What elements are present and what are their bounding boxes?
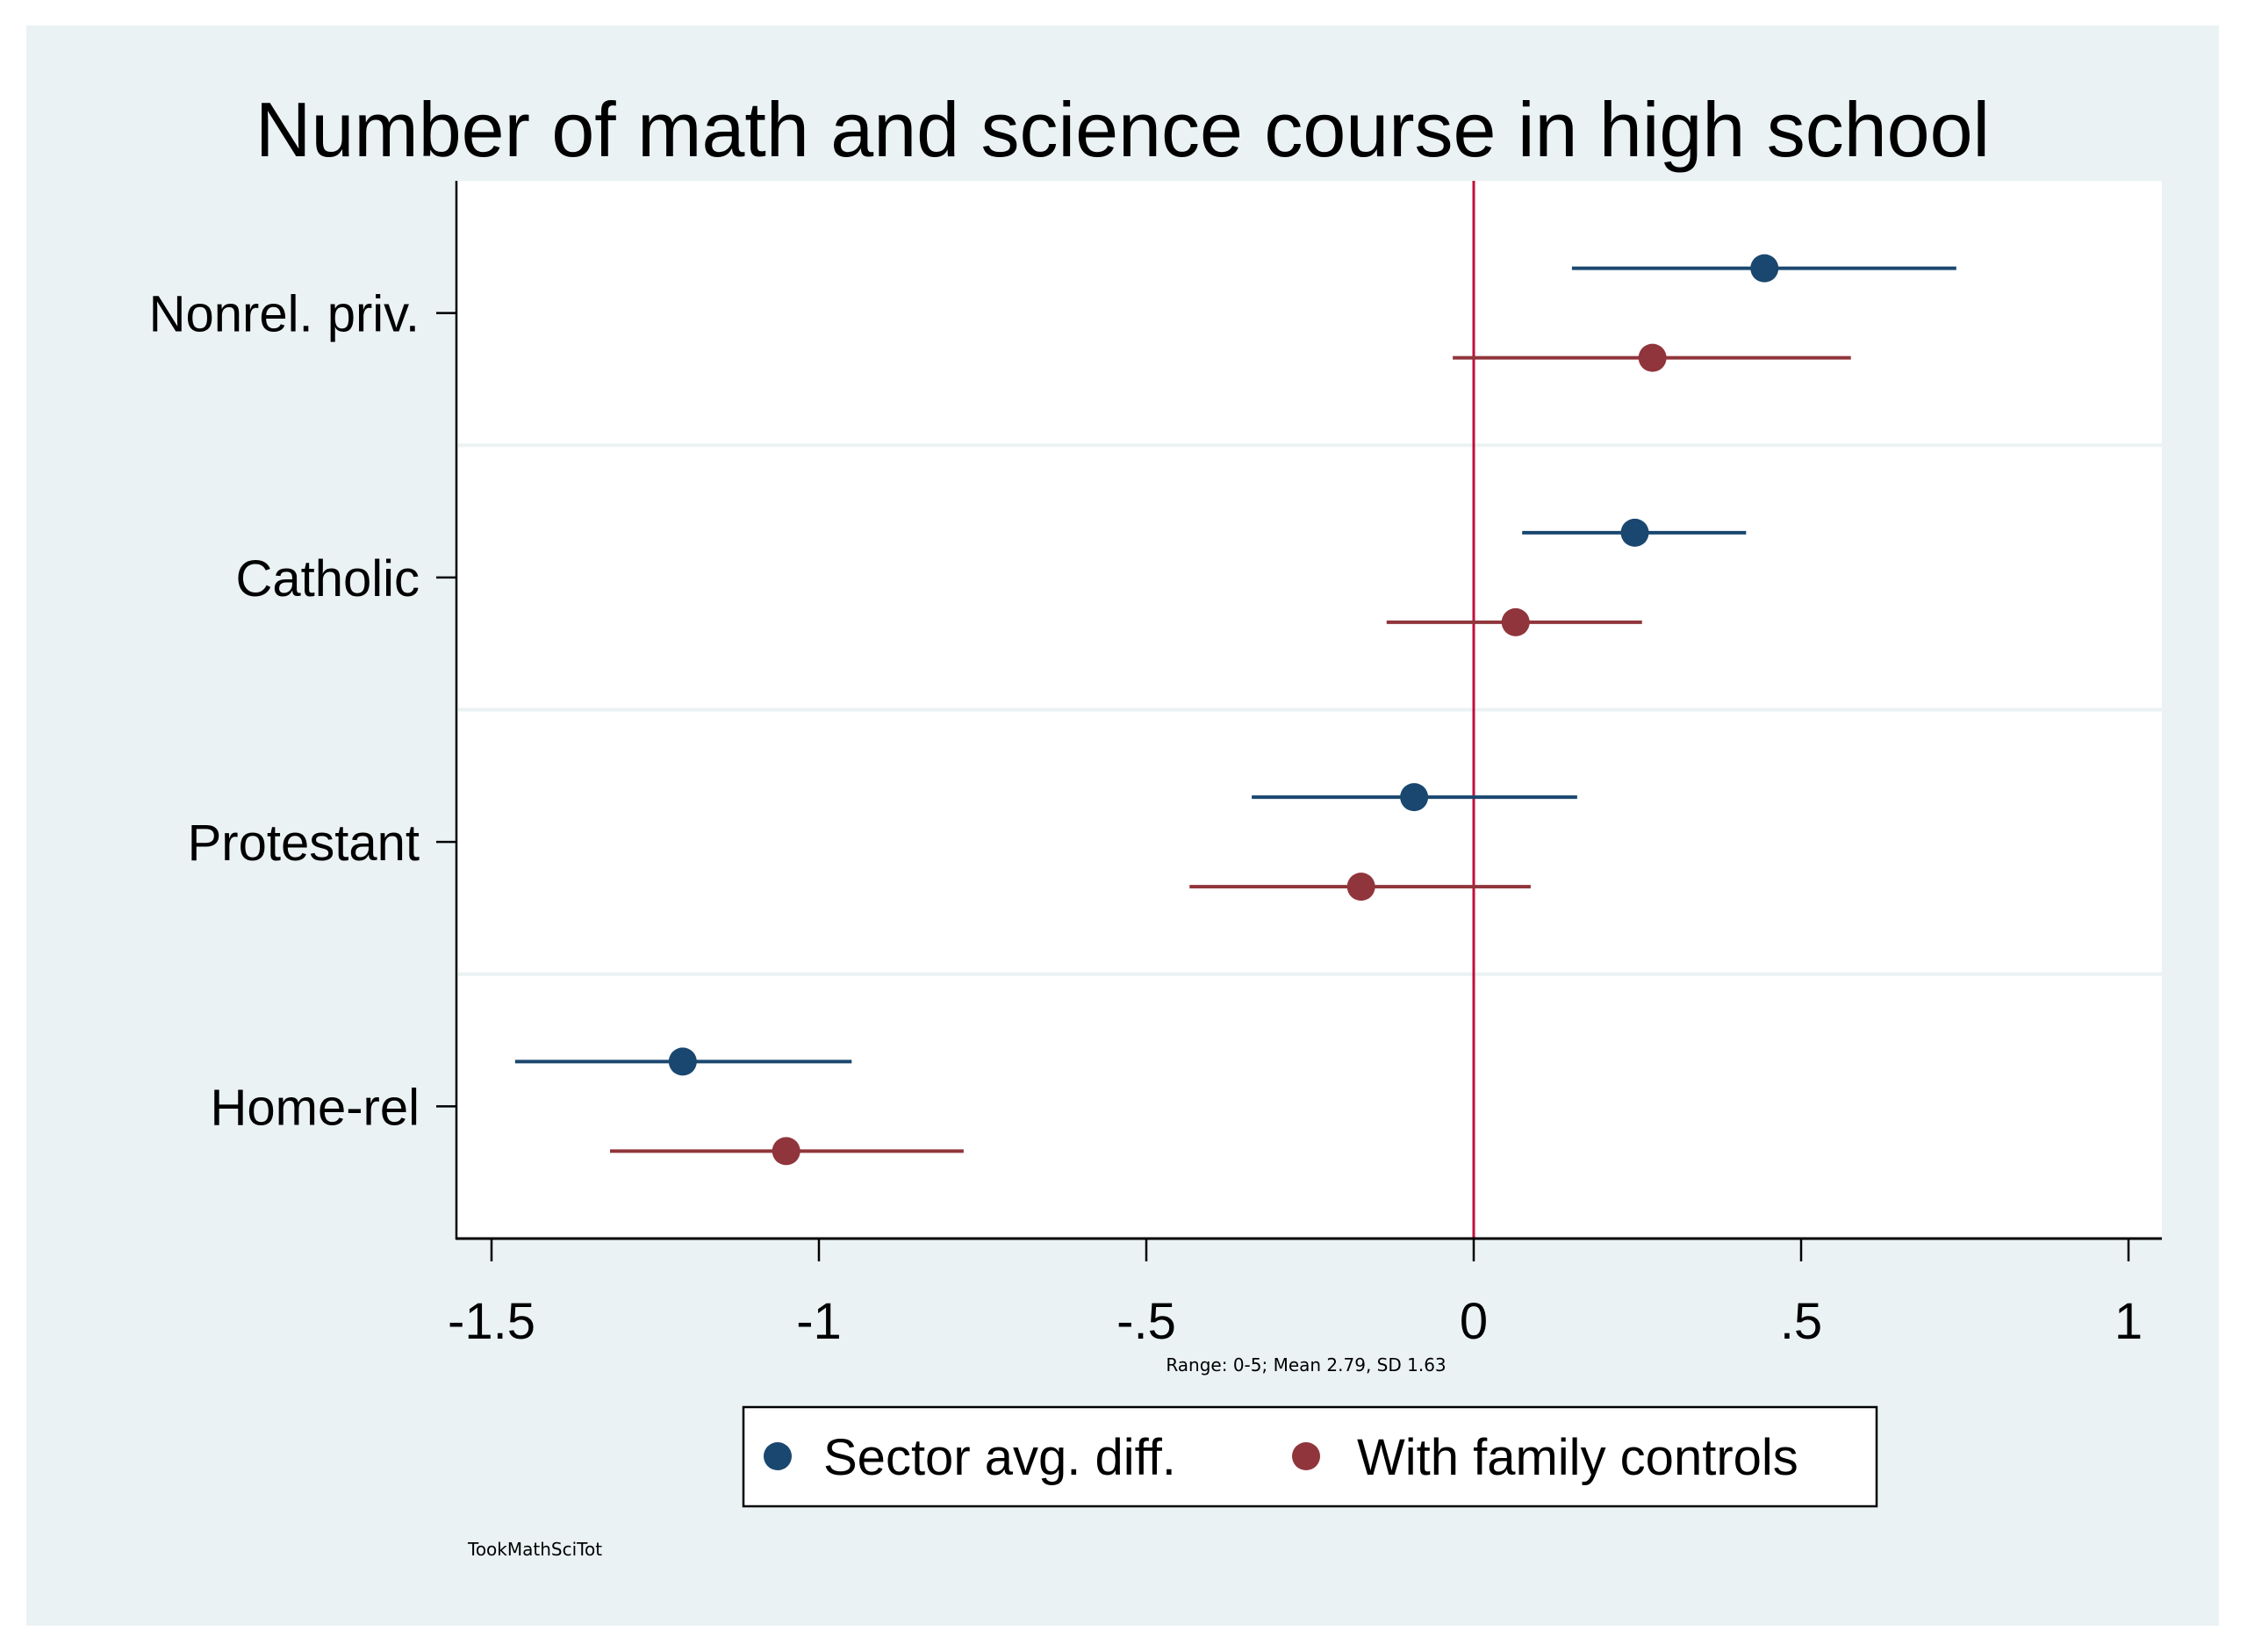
legend-marker-with-family-controls xyxy=(1292,1442,1320,1470)
x-axis-ticks: -1.5 -1 -.5 0 .5 1 xyxy=(448,1239,2143,1350)
footnote-variable-name: TookMathSciTot xyxy=(467,1539,602,1560)
y-axis-ticks: Nonrel. priv. Catholic Protestant Home-rel xyxy=(149,286,456,1136)
x-tick-label: 1 xyxy=(2114,1293,2143,1350)
point-estimate xyxy=(1346,873,1375,901)
x-tick-label: -.5 xyxy=(1116,1293,1176,1350)
legend-label-with-family-controls: With family controls xyxy=(1357,1429,1798,1486)
x-tick-label: -1.5 xyxy=(448,1293,535,1350)
x-tick-label: .5 xyxy=(1780,1293,1822,1350)
y-tick-label: Nonrel. priv. xyxy=(149,286,420,343)
point-estimate xyxy=(1620,518,1649,547)
point-estimate xyxy=(1400,783,1429,812)
x-tick-label: 0 xyxy=(1460,1293,1488,1350)
legend: Sector avg. diff. With family controls xyxy=(742,1405,1878,1508)
legend-marker-sector-avg-diff xyxy=(764,1442,792,1470)
y-tick-label: Catholic xyxy=(235,550,420,607)
x-axis-note: Range: 0-5; Mean 2.79, SD 1.63 xyxy=(1166,1354,1446,1375)
series-marks xyxy=(514,254,1956,1166)
point-estimate xyxy=(1750,254,1779,283)
y-tick-label: Protestant xyxy=(188,815,420,872)
point-estimate xyxy=(668,1047,697,1076)
x-tick-label: -1 xyxy=(796,1293,842,1350)
chart-title: Number of math and science course in hig… xyxy=(255,86,1990,173)
point-estimate xyxy=(1501,607,1530,636)
y-tick-label: Home-rel xyxy=(211,1079,420,1136)
point-estimate xyxy=(1638,343,1667,372)
point-estimate xyxy=(772,1137,800,1166)
legend-label-sector-avg-diff: Sector avg. diff. xyxy=(823,1429,1176,1486)
category-separators xyxy=(458,443,2162,976)
